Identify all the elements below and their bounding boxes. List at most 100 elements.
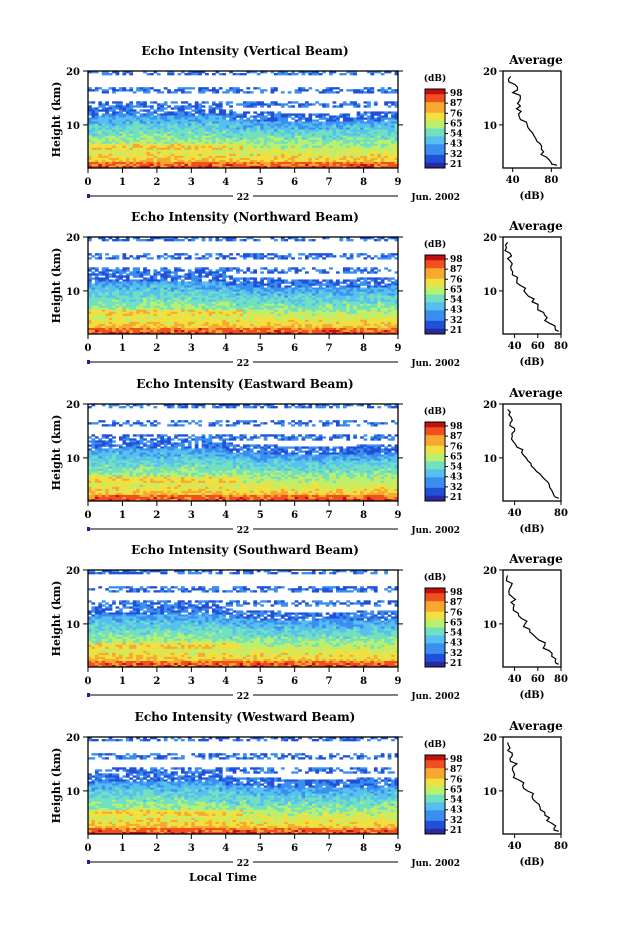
heatmap-cell [315, 257, 320, 260]
heatmap-cell [115, 147, 120, 151]
colorbar-segment [425, 107, 445, 111]
heatmap-cell [125, 287, 130, 290]
heatmap-cell [215, 89, 220, 92]
heatmap-cell [205, 151, 209, 155]
heatmap-cell [232, 139, 237, 143]
heatmap-cell [311, 279, 316, 282]
heatmap-cell [253, 289, 258, 292]
heatmap-cell [325, 285, 330, 288]
heatmap-cell [184, 149, 189, 153]
heatmap-cell [91, 119, 96, 122]
heatmap-cell [187, 285, 192, 288]
heatmap-cell [205, 291, 209, 294]
heatmap-cell [208, 113, 213, 116]
heatmap-cell [177, 155, 182, 159]
heatmap-cell [225, 157, 230, 161]
heatmap-cell [136, 135, 140, 138]
heatmap-cell [349, 141, 354, 145]
heatmap-cell [174, 293, 178, 296]
heatmap-cell [163, 131, 168, 134]
heatmap-cell [367, 135, 371, 138]
heatmap-cell [336, 131, 340, 134]
heatmap-cell [94, 129, 99, 132]
heatmap-cell [291, 297, 295, 300]
heatmap-cell [160, 149, 165, 153]
heatmap-cell [363, 131, 368, 134]
heatmap-cell [363, 239, 368, 242]
heatmap-cell [253, 145, 258, 149]
heatmap-cell [336, 157, 340, 161]
heatmap-cell [119, 299, 123, 302]
heatmap-cell [215, 157, 220, 161]
heatmap-cell [98, 147, 103, 151]
heatmap-cell [243, 279, 247, 282]
heatmap-cell [370, 139, 375, 143]
heatmap-cell [143, 137, 147, 141]
heatmap-cell [232, 91, 237, 94]
heatmap-cell [391, 303, 395, 307]
heatmap-cell [139, 147, 144, 151]
heatmap-cell [112, 157, 116, 161]
heatmap-cell [222, 73, 227, 76]
heatmap-cell [346, 115, 351, 118]
heatmap-cell [373, 103, 378, 106]
heatmap-cell [305, 123, 309, 126]
heatmap-cell [367, 299, 371, 302]
heatmap-cell [170, 71, 175, 74]
heatmap-cell [391, 311, 395, 315]
heatmap-cell [229, 127, 233, 130]
heatmap-cell [91, 159, 96, 163]
heatmap-cell [156, 131, 161, 134]
heatmap-cell [346, 159, 351, 163]
heatmap-cell [122, 267, 127, 270]
heatmap-cell [301, 129, 306, 132]
heatmap-cell [167, 145, 171, 149]
heatmap-cell [315, 113, 320, 116]
heatmap-cell [391, 289, 395, 292]
heatmap-cell [384, 309, 388, 313]
heatmap-cell [253, 133, 258, 136]
heatmap-cell [280, 151, 285, 155]
heatmap-cell [329, 137, 333, 141]
heatmap-cell [384, 115, 388, 118]
heatmap-cell [349, 131, 354, 134]
heatmap-cell [177, 133, 182, 136]
heatmap-cell [243, 111, 247, 114]
heatmap-cell [305, 149, 309, 153]
heatmap-cell [373, 293, 378, 296]
heatmap-cell [91, 157, 96, 161]
heatmap-cell [353, 89, 357, 92]
heatmap-cell [122, 119, 127, 122]
heatmap-cell [243, 103, 247, 106]
heatmap-cell [170, 297, 175, 300]
heatmap-cell [146, 133, 151, 136]
heatmap-cell [318, 103, 323, 106]
heatmap-cell [325, 303, 330, 307]
heatmap-cell [315, 297, 320, 300]
heatmap-cell [356, 153, 361, 157]
heatmap-cell [294, 131, 299, 134]
heatmap-cell [125, 115, 130, 118]
heatmap-cell [218, 151, 223, 155]
heatmap-cell [98, 159, 103, 163]
y-tick-label: 20 [66, 67, 80, 78]
heatmap-cell [160, 161, 165, 165]
heatmap-cell [115, 151, 120, 155]
heatmap-cell [329, 285, 333, 288]
heatmap-cell [246, 293, 251, 296]
heatmap-cell [311, 155, 316, 159]
heatmap-cell [105, 113, 109, 116]
heatmap-cell [394, 137, 399, 141]
heatmap-cell [153, 143, 158, 147]
heatmap-cell [184, 301, 189, 304]
heatmap-cell [394, 101, 399, 104]
heatmap-cell [191, 145, 196, 149]
heatmap-cell [277, 149, 282, 153]
heatmap-cell [174, 307, 178, 311]
heatmap-cell [391, 255, 395, 258]
heatmap-cell [263, 287, 268, 290]
heatmap-cell [201, 311, 206, 315]
heatmap-cell [184, 107, 189, 110]
heatmap-cell [311, 165, 316, 169]
heatmap-cell [318, 303, 323, 307]
